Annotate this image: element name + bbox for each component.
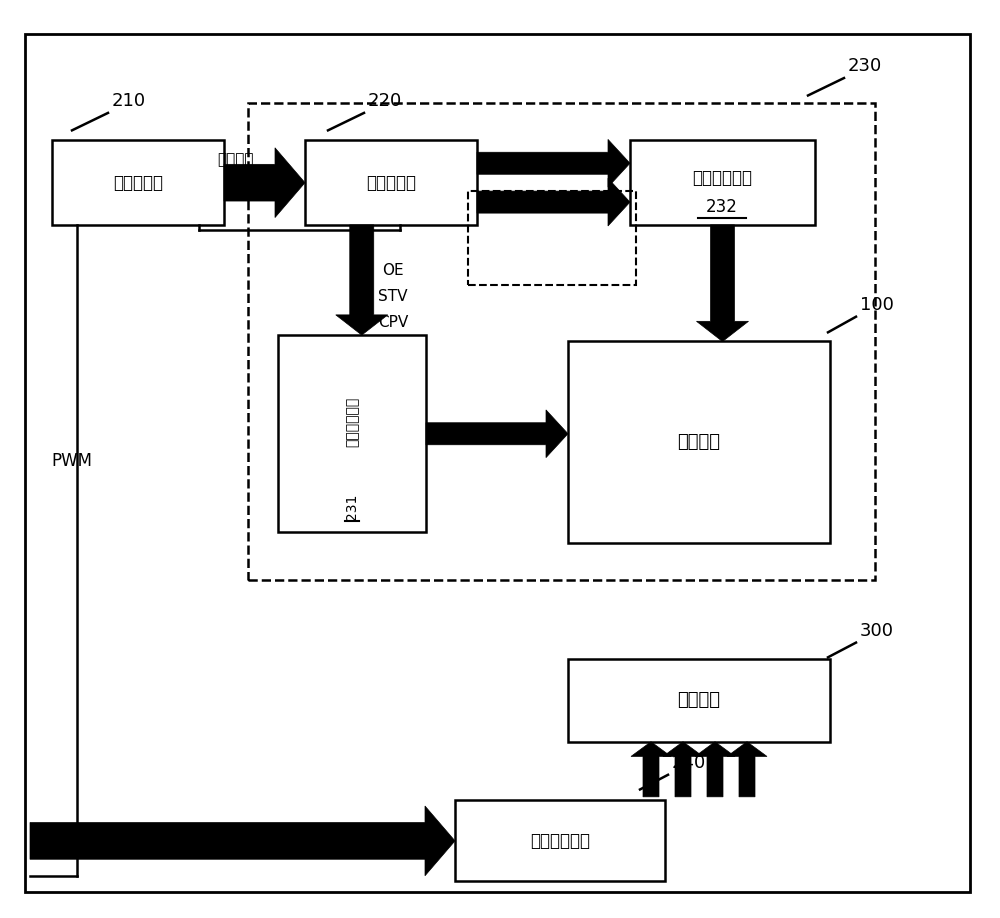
Polygon shape — [696, 225, 748, 341]
Text: 视频信号: 视频信号 — [218, 152, 254, 167]
Polygon shape — [30, 806, 455, 876]
Text: POL: POL — [547, 201, 577, 216]
Text: Data: Data — [527, 158, 563, 173]
Text: 240: 240 — [672, 754, 706, 772]
Text: 时序控制器: 时序控制器 — [366, 174, 416, 192]
Bar — [248, 103, 875, 580]
Text: 231: 231 — [345, 494, 359, 520]
Text: 232: 232 — [706, 198, 738, 217]
Text: 100: 100 — [860, 296, 894, 314]
Polygon shape — [477, 178, 630, 226]
Bar — [568, 659, 830, 742]
Text: STV: STV — [378, 289, 408, 304]
Text: TP: TP — [518, 201, 536, 216]
Bar — [630, 140, 815, 225]
Bar — [455, 800, 665, 881]
Polygon shape — [224, 148, 305, 218]
Polygon shape — [695, 742, 735, 797]
Text: 220: 220 — [368, 92, 402, 110]
Polygon shape — [631, 742, 671, 797]
Text: 源极驱动电路: 源极驱动电路 — [692, 169, 752, 187]
Text: 背光驱动电路: 背光驱动电路 — [530, 832, 590, 850]
Bar — [468, 191, 636, 285]
Polygon shape — [727, 742, 767, 797]
Text: 300: 300 — [860, 621, 894, 640]
Polygon shape — [663, 742, 703, 797]
Polygon shape — [426, 409, 568, 458]
Text: 210: 210 — [112, 92, 146, 110]
Text: 背光模组: 背光模组 — [678, 691, 720, 710]
Text: CPV: CPV — [378, 315, 408, 330]
Polygon shape — [336, 225, 388, 335]
Text: PWM: PWM — [52, 452, 92, 470]
Text: 230: 230 — [848, 57, 882, 75]
Text: 栅极驱动电路: 栅极驱动电路 — [345, 397, 359, 447]
Bar — [52, 140, 224, 225]
Polygon shape — [477, 140, 630, 187]
Bar — [278, 335, 426, 532]
Bar — [305, 140, 477, 225]
Text: 显示面板: 显示面板 — [678, 433, 720, 452]
Bar — [568, 341, 830, 543]
Text: OE: OE — [382, 263, 404, 278]
Text: 信号连接器: 信号连接器 — [113, 174, 163, 192]
